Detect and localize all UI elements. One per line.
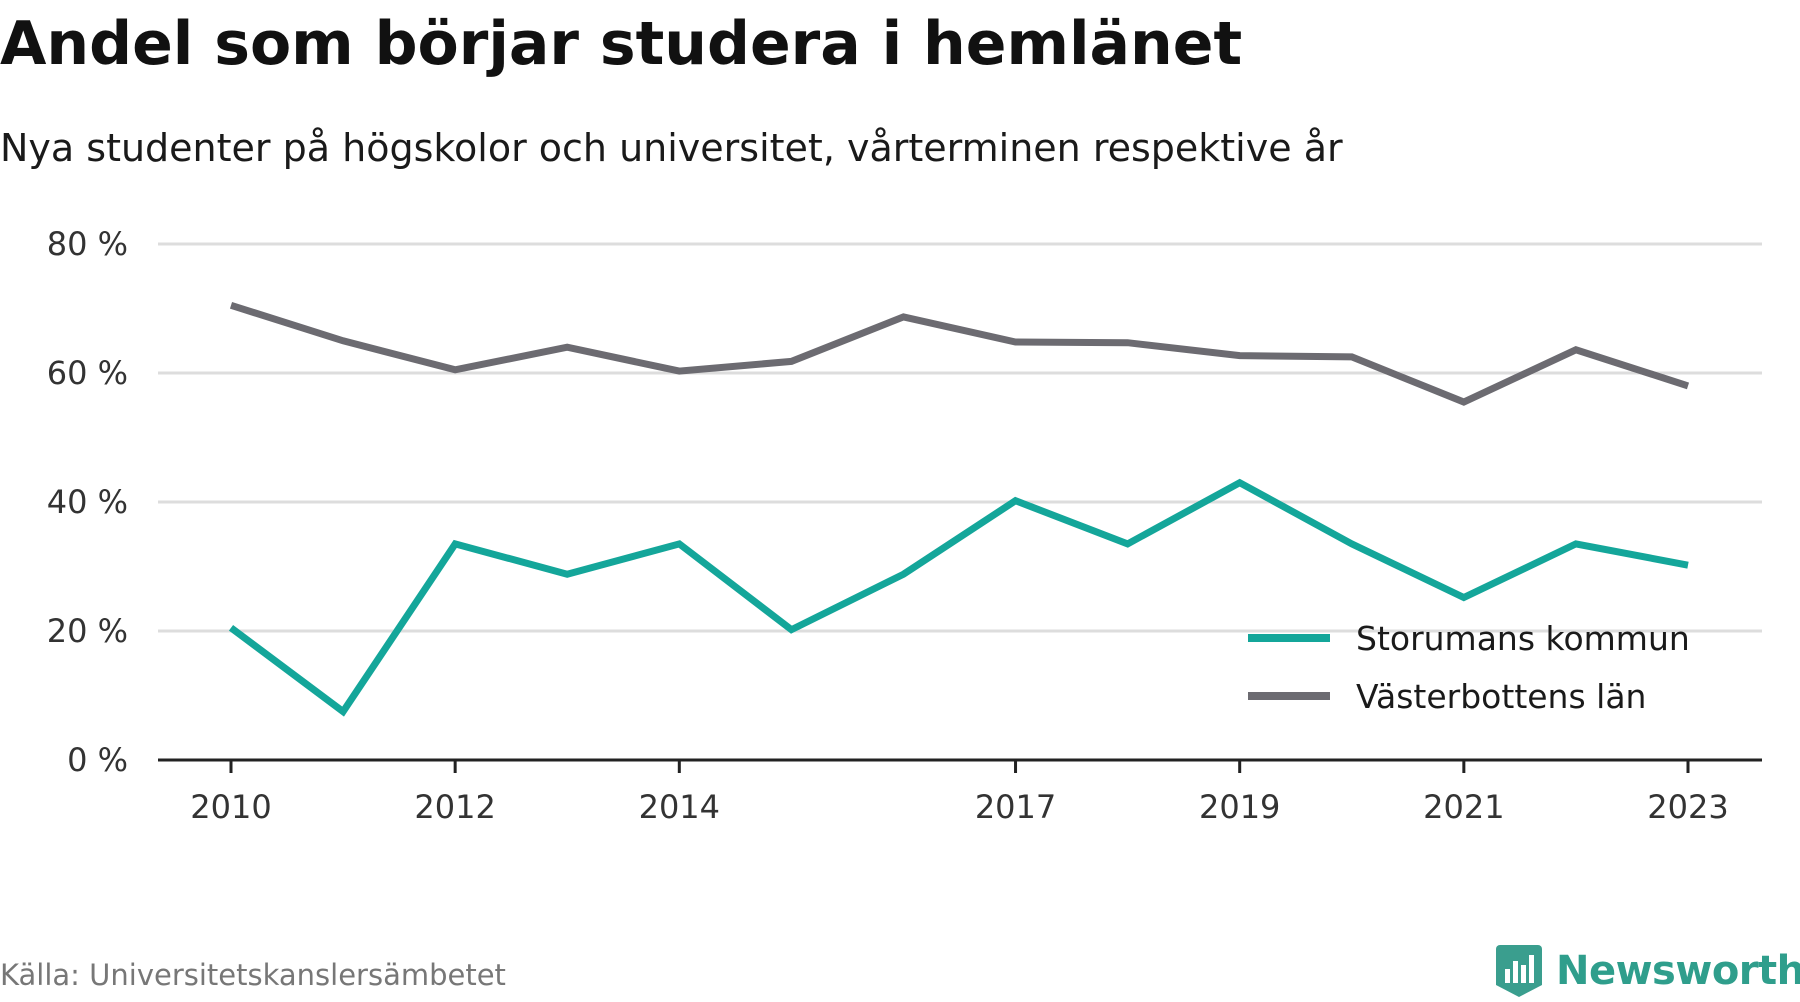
source-note: Källa: Universitetskanslersämbetet (0, 958, 506, 992)
line-chart: 0 % 20 % 40 % 60 % 80 % 2010 2012 2014 2017 2019… (47, 225, 1762, 826)
series-line-1 (229, 301, 1690, 406)
x-tick-label: 2012 (414, 788, 495, 826)
legend-label: Västerbottens län (1356, 677, 1646, 716)
x-axis: 2010 2012 2014 2017 2019 2021 2023 (158, 758, 1762, 826)
y-axis-tick-labels: 0 % 20 % 40 % 60 % 80 % (47, 225, 128, 779)
y-tick-label: 80 % (47, 225, 128, 263)
brand-name: Newsworthy (1556, 948, 1800, 994)
series-lines (228, 301, 1690, 717)
x-tick-label: 2023 (1647, 788, 1728, 826)
legend-label: Storumans kommun (1356, 619, 1690, 658)
x-tick-label: 2021 (1423, 788, 1504, 826)
legend: Storumans kommun Västerbottens län (1248, 619, 1690, 716)
x-tick-label: 2017 (975, 788, 1056, 826)
x-tick-label: 2014 (639, 788, 720, 826)
x-tick-label: 2019 (1199, 788, 1280, 826)
x-tick-label: 2010 (190, 788, 271, 826)
newsworthy-chart-icon (1496, 945, 1542, 997)
series-line-0 (228, 478, 1689, 717)
brand-logo: Newsworthy (1494, 940, 1800, 1002)
chart-title: Andel som börjar studera i hemlänet (0, 9, 1243, 79)
y-tick-label: 40 % (47, 483, 128, 521)
chart-subtitle: Nya studenter på högskolor och universit… (0, 126, 1343, 170)
y-tick-label: 20 % (47, 612, 128, 650)
y-tick-label: 0 % (67, 741, 128, 779)
y-tick-label: 60 % (47, 354, 128, 392)
gridlines (158, 242, 1762, 633)
